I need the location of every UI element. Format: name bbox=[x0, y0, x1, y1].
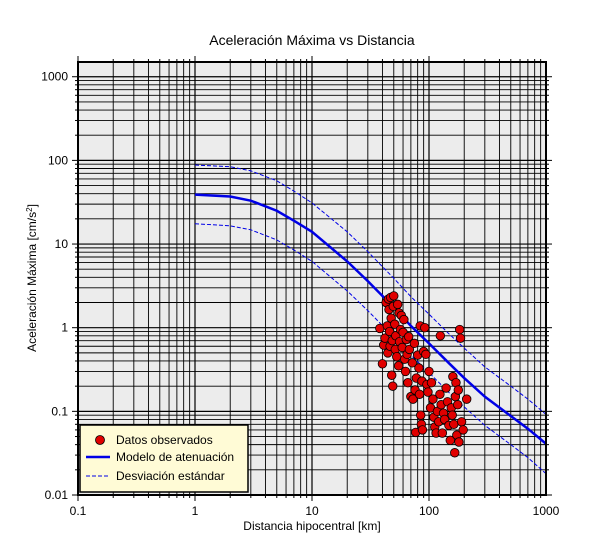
y-tick-label: 1000 bbox=[41, 70, 68, 84]
data-point bbox=[414, 389, 425, 399]
y-tick-label: 10 bbox=[55, 237, 69, 251]
legend-marker-observed bbox=[95, 435, 105, 445]
data-point bbox=[423, 387, 433, 397]
x-axis-label: Distancia hipocentral [km] bbox=[243, 519, 380, 533]
y-axis-label-main: Aceleración Máxima [cm/s bbox=[25, 212, 39, 352]
data-point bbox=[428, 394, 438, 404]
data-point bbox=[408, 394, 418, 404]
data-points bbox=[375, 291, 472, 458]
data-point bbox=[455, 333, 466, 343]
data-point bbox=[455, 324, 465, 335]
data-point bbox=[387, 370, 397, 380]
data-point bbox=[453, 400, 463, 410]
data-point bbox=[403, 378, 413, 388]
data-point bbox=[414, 363, 424, 373]
grid-lines bbox=[77, 62, 546, 496]
x-tick-label: 100 bbox=[419, 504, 439, 518]
data-point bbox=[377, 359, 388, 369]
data-point bbox=[456, 417, 467, 427]
data-point bbox=[458, 425, 468, 435]
data-point bbox=[421, 349, 431, 360]
data-point bbox=[416, 410, 426, 420]
std-line-upper bbox=[194, 164, 547, 415]
x-tick-labels: 0.1 1 10 100 1000 bbox=[70, 504, 560, 518]
y-tick-label: 1 bbox=[61, 321, 68, 335]
data-point bbox=[441, 383, 451, 393]
legend-label-model: Modelo de atenuación bbox=[116, 450, 234, 464]
y-tick-labels: 0.01 0.1 1 10 100 1000 bbox=[41, 70, 68, 502]
axis-ticks bbox=[72, 56, 552, 501]
x-tick-label: 10 bbox=[305, 504, 319, 518]
data-point bbox=[462, 394, 472, 404]
y-tick-label: 100 bbox=[48, 153, 68, 167]
data-point bbox=[435, 331, 446, 341]
data-point bbox=[403, 332, 414, 342]
legend-label-std: Desviación estándar bbox=[116, 469, 225, 483]
x-tick-label: 0.1 bbox=[70, 504, 87, 518]
data-point bbox=[388, 381, 398, 391]
data-point bbox=[435, 389, 445, 399]
data-point bbox=[400, 366, 411, 377]
y-axis-label-tail: ] bbox=[25, 204, 39, 207]
data-point bbox=[409, 338, 420, 349]
data-point bbox=[399, 314, 409, 325]
data-point bbox=[454, 437, 464, 447]
data-point bbox=[393, 361, 404, 371]
legend: Datos observados Modelo de atenuación De… bbox=[79, 424, 249, 493]
y-axis-label-superscript: 2 bbox=[25, 207, 34, 212]
data-point bbox=[453, 385, 464, 395]
data-point bbox=[449, 419, 459, 430]
legend-box bbox=[79, 424, 249, 493]
data-point bbox=[424, 366, 434, 377]
data-point bbox=[389, 291, 399, 301]
x-tick-label: 1000 bbox=[533, 504, 560, 518]
data-point bbox=[404, 344, 415, 355]
y-tick-label: 0.1 bbox=[51, 404, 68, 418]
y-axis-label: Aceleración Máxima [cm/s2] bbox=[25, 204, 39, 352]
chart-title: Aceleración Máxima vs Distancia bbox=[209, 32, 415, 48]
legend-label-observed: Datos observados bbox=[116, 433, 213, 447]
data-point bbox=[450, 448, 460, 458]
data-point bbox=[447, 410, 457, 420]
data-point bbox=[392, 299, 403, 310]
x-tick-label: 1 bbox=[192, 504, 199, 518]
data-point bbox=[417, 425, 428, 435]
y-tick-label: 0.01 bbox=[45, 488, 69, 502]
data-point bbox=[437, 428, 448, 438]
data-point bbox=[407, 358, 418, 368]
data-point bbox=[420, 322, 430, 333]
data-point bbox=[392, 352, 402, 362]
data-point bbox=[426, 378, 437, 388]
data-point bbox=[390, 319, 400, 329]
